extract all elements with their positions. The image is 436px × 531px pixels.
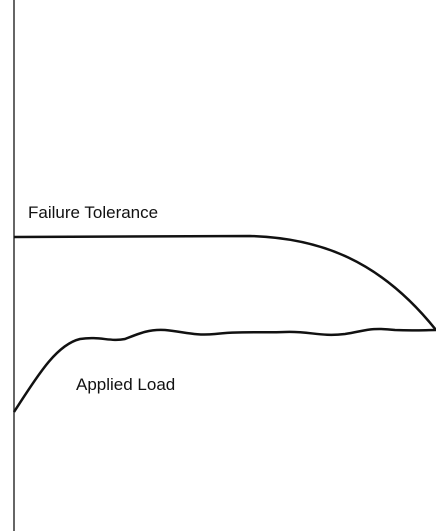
- applied-load-curve: [12, 327, 436, 413]
- applied-load-label: Applied Load: [76, 375, 175, 394]
- failure-tolerance-curve: [13, 234, 436, 331]
- failure-tolerance-label: Failure Tolerance: [28, 203, 158, 222]
